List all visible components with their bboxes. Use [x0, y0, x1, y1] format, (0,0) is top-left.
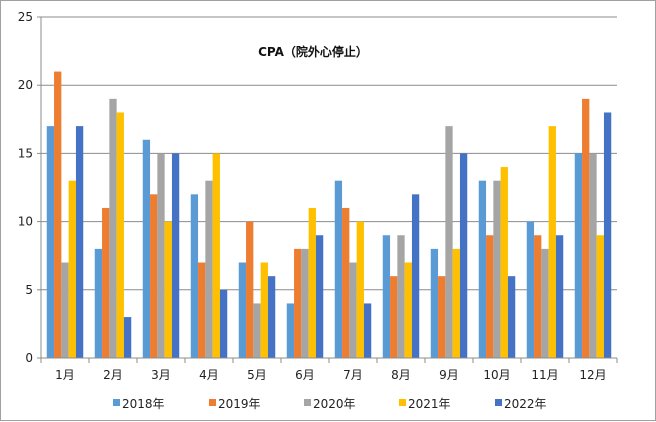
axes: 0 5 10 15 20 25 1月 2月 3月 4月 5月 6月 7月 8月 9月 10月 11月 12月: [18, 10, 618, 382]
bar: [246, 221, 254, 358]
bar: [404, 262, 412, 358]
bar: [603, 112, 612, 358]
bar: [534, 235, 542, 358]
bar: [452, 248, 460, 358]
bar: [493, 180, 501, 358]
bar: [390, 276, 398, 358]
bar: [260, 262, 268, 358]
bar: [596, 235, 604, 358]
x-tick-label: 11月: [531, 368, 558, 382]
bar: [334, 180, 343, 358]
bar: [349, 262, 357, 358]
bar: [445, 126, 453, 359]
legend-label: 2018年: [122, 397, 165, 411]
bar: [150, 194, 158, 358]
x-tick-label: 1月: [55, 368, 75, 382]
bar: [142, 139, 151, 358]
x-tick-label: 5月: [247, 368, 267, 382]
y-tick-label: 10: [18, 215, 33, 229]
bar: [190, 194, 199, 358]
legend-label: 2020年: [313, 397, 356, 411]
bar: [315, 235, 324, 358]
bar: [171, 153, 180, 358]
bar: [157, 153, 165, 358]
legend-swatch: [113, 399, 120, 406]
x-tick-label: 8月: [391, 368, 411, 382]
bar: [238, 262, 247, 358]
bar: [61, 262, 69, 358]
x-tick-label: 6月: [295, 368, 315, 382]
chart-title: CPA（院外心停止）: [258, 44, 368, 59]
bar: [397, 235, 405, 358]
bar: [356, 221, 364, 358]
bar: [438, 276, 446, 358]
legend-label: 2022年: [504, 397, 547, 411]
y-tick-label: 5: [25, 283, 33, 297]
y-tick-label: 15: [18, 146, 33, 160]
bar: [308, 207, 316, 358]
bar: [382, 235, 391, 358]
bar: [582, 98, 590, 358]
bar: [116, 112, 124, 358]
bar: [102, 207, 110, 358]
legend: 2018年 2019年 2020年 2021年 2022年: [113, 397, 547, 411]
bar: [507, 276, 516, 358]
legend-swatch: [209, 399, 216, 406]
bar: [219, 289, 228, 358]
x-tick-label: 4月: [199, 368, 219, 382]
y-tick-label: 0: [25, 351, 33, 365]
x-tick-label: 7月: [343, 368, 363, 382]
bar: [301, 248, 309, 358]
y-tick-label: 25: [18, 10, 33, 24]
bar: [94, 248, 103, 358]
bar: [574, 153, 583, 358]
bar: [212, 153, 220, 358]
bar: [267, 276, 276, 358]
bar: [286, 303, 295, 358]
bars: [46, 71, 612, 359]
bar: [205, 180, 213, 358]
bar: [198, 262, 206, 358]
bar: [486, 235, 494, 358]
x-tick-label: 12月: [579, 368, 606, 382]
bar: [430, 248, 439, 358]
x-tick-label: 3月: [151, 368, 171, 382]
bar: [526, 221, 535, 358]
y-tick-label: 20: [18, 78, 33, 92]
x-tick-label: 2月: [103, 368, 123, 382]
bar: [459, 153, 468, 358]
bar: [75, 126, 84, 359]
bar: [411, 194, 420, 358]
bar: [294, 248, 302, 358]
bar: [109, 98, 117, 358]
bar: [363, 303, 372, 358]
bar: [478, 180, 487, 358]
x-tick-label: 9月: [439, 368, 459, 382]
bar: [54, 71, 62, 358]
bar: [164, 221, 172, 358]
bar: [253, 303, 261, 358]
legend-label: 2019年: [218, 397, 261, 411]
bar: [555, 235, 564, 358]
bar: [541, 248, 549, 358]
legend-swatch: [495, 399, 502, 406]
bar: [123, 317, 132, 358]
bar: [342, 207, 350, 358]
legend-swatch: [304, 399, 311, 406]
legend-label: 2021年: [408, 397, 451, 411]
legend-swatch: [399, 399, 406, 406]
bar: [500, 167, 508, 358]
bar: [548, 126, 556, 359]
bar: [46, 126, 55, 359]
x-tick-label: 10月: [483, 368, 510, 382]
bar: [68, 180, 76, 358]
bar: [589, 153, 597, 358]
